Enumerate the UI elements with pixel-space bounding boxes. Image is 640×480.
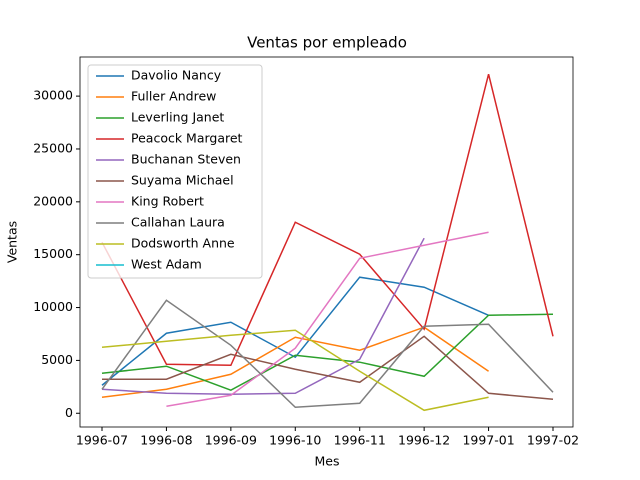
y-tick-label: 20000	[33, 193, 73, 208]
legend-label: Fuller Andrew	[131, 89, 216, 104]
y-tick-label: 5000	[41, 352, 73, 367]
axes-frame	[79, 56, 574, 428]
x-tick-label: 1996-11	[334, 433, 386, 448]
x-tick-label: 1997-01	[462, 433, 514, 448]
series-line	[101, 276, 489, 386]
legend-label: Callahan Laura	[131, 215, 225, 230]
x-tick-label: 1997-02	[527, 433, 579, 448]
legend-label: Davolio Nancy	[131, 68, 222, 83]
x-axis-label: Mes	[315, 454, 340, 469]
y-tick-label: 10000	[33, 299, 73, 314]
legend-label: Dodsworth Anne	[131, 236, 235, 251]
y-tick-label: 25000	[33, 140, 73, 155]
legend-label: Peacock Margaret	[131, 131, 243, 146]
legend-label: Leverling Janet	[131, 110, 224, 125]
x-tick-label: 1996-07	[76, 433, 128, 448]
legend-label: Suyama Michael	[131, 173, 234, 188]
legend-box	[87, 64, 263, 279]
y-tick-label: 30000	[33, 88, 73, 103]
legend-label: King Robert	[131, 194, 204, 209]
x-tick-label: 1996-08	[140, 433, 192, 448]
x-tick-label: 1996-12	[398, 433, 450, 448]
series-line	[101, 329, 489, 412]
legend-label: West Adam	[131, 257, 202, 272]
series-line	[102, 335, 554, 401]
chart-title: Ventas por empleado	[247, 34, 407, 52]
legend-label: Buchanan Steven	[131, 152, 241, 167]
y-tick-label: 15000	[33, 246, 73, 261]
series-line	[101, 299, 554, 409]
series-line	[101, 237, 425, 395]
y-tick-label: 0	[65, 405, 73, 420]
x-tick-label: 1996-10	[269, 433, 321, 448]
series-line	[166, 231, 489, 408]
y-axis-label: Ventas	[5, 221, 20, 263]
x-tick-label: 1996-09	[205, 433, 257, 448]
series-line	[101, 74, 554, 367]
series-line	[101, 313, 554, 392]
